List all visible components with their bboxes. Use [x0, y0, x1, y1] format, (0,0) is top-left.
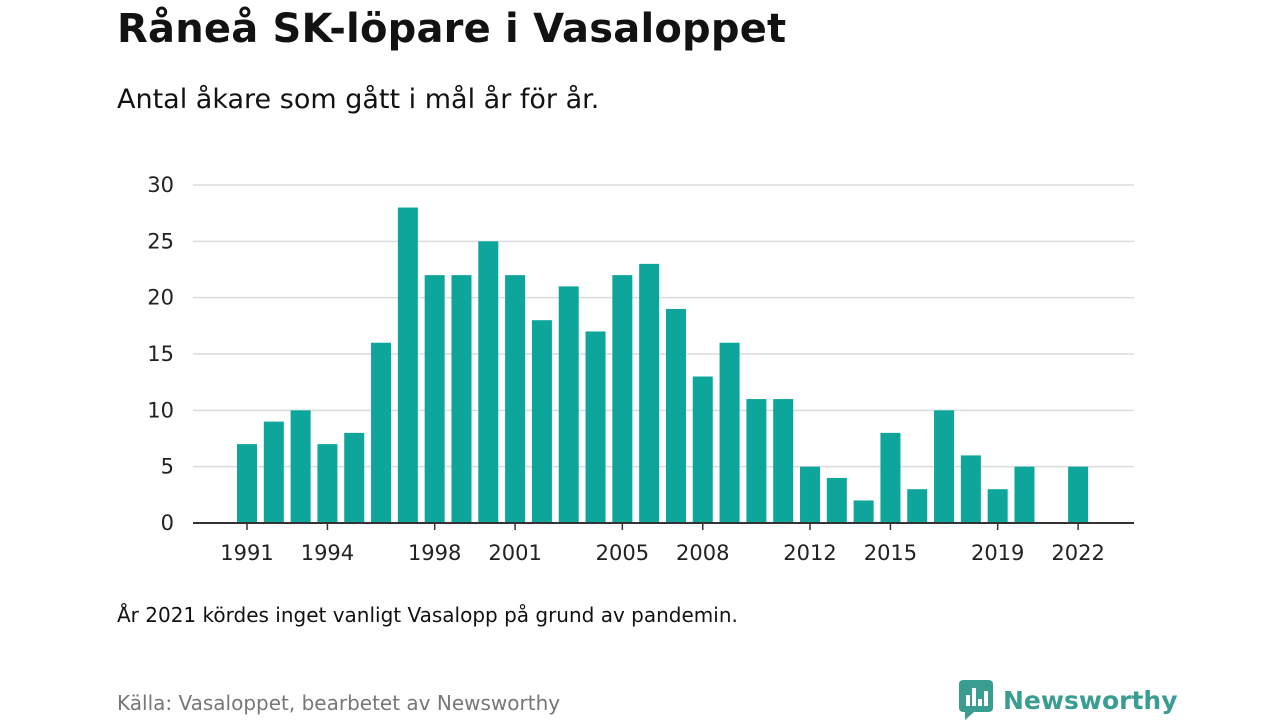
- y-tick-label: 0: [161, 511, 174, 535]
- bar: [1068, 466, 1089, 523]
- newsworthy-logo-icon: [959, 680, 993, 720]
- bar: [880, 432, 901, 523]
- bar: [612, 275, 633, 523]
- bar: [317, 444, 338, 523]
- bar: [853, 500, 874, 523]
- bar: [719, 342, 740, 523]
- bar: [397, 207, 418, 524]
- y-tick-label: 30: [147, 173, 174, 197]
- chart-subtitle: Antal åkare som gått i mål år för år.: [117, 84, 600, 115]
- bar: [344, 432, 365, 523]
- y-tick-label: 10: [147, 398, 174, 422]
- x-tick-label: 2012: [783, 541, 836, 565]
- y-tick-label: 5: [161, 455, 174, 479]
- source-credit: Källa: Vasaloppet, bearbetet av Newswort…: [117, 691, 561, 715]
- y-tick-label: 25: [147, 229, 174, 253]
- x-tick-label: 2005: [596, 541, 649, 565]
- bar: [987, 489, 1008, 523]
- x-tick-label: 1994: [301, 541, 354, 565]
- bar: [826, 477, 847, 523]
- bar: [531, 320, 552, 523]
- bar: [692, 376, 713, 523]
- bar: [746, 399, 767, 523]
- x-tick-label: 2019: [971, 541, 1024, 565]
- bar: [773, 399, 794, 523]
- brand-name: Newsworthy: [1003, 685, 1178, 715]
- bar: [1014, 466, 1035, 523]
- bar: [263, 421, 284, 523]
- chart-note: År 2021 kördes inget vanligt Vasalopp på…: [117, 603, 738, 627]
- chart-title: Råneå SK-löpare i Vasaloppet: [117, 6, 787, 52]
- x-tick-label: 1998: [408, 541, 461, 565]
- bar: [451, 275, 472, 523]
- bar: [585, 331, 606, 523]
- x-tick-label: 2008: [676, 541, 729, 565]
- x-tick-label: 1991: [220, 541, 273, 565]
- bar: [558, 286, 579, 523]
- bar: [934, 410, 955, 523]
- bar: [800, 466, 821, 523]
- x-tick-label: 2015: [864, 541, 917, 565]
- bar: [960, 455, 981, 523]
- bar: [290, 410, 311, 523]
- bar: [665, 308, 686, 523]
- x-tick-label: 2022: [1051, 541, 1104, 565]
- y-tick-label: 20: [147, 286, 174, 310]
- bar: [424, 275, 445, 523]
- bar-chart: 0 5 10 15 20 25 30 1991 1994 1998 2001 2005 2008 2012…: [147, 173, 1134, 565]
- y-tick-label: 15: [147, 342, 174, 366]
- bar: [478, 241, 499, 524]
- x-tick-label: 2001: [488, 541, 541, 565]
- bar: [505, 275, 526, 523]
- bar: [371, 342, 392, 523]
- bar: [907, 489, 928, 523]
- bar: [639, 263, 660, 523]
- newsworthy-brand[interactable]: Newsworthy: [959, 680, 1178, 720]
- bar: [237, 444, 257, 523]
